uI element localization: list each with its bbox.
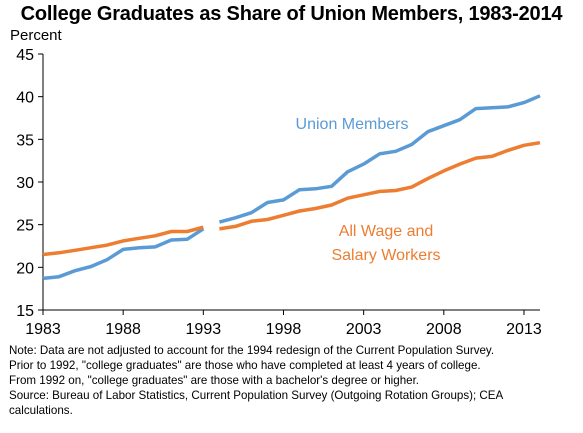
y-tick-label: 25 xyxy=(16,218,34,235)
source-line: calculations. xyxy=(9,404,73,417)
chart-title: College Graduates as Share of Union Memb… xyxy=(20,3,563,25)
y-tick-label: 30 xyxy=(16,175,34,192)
x-tick-label: 2013 xyxy=(506,321,542,338)
note-line: Note: Data are not adjusted to account f… xyxy=(9,344,495,357)
x-tick-label: 2003 xyxy=(346,321,382,338)
chart-series xyxy=(42,94,541,281)
source-line: Source: Bureau of Labor Statistics, Curr… xyxy=(9,389,504,402)
note-line: Prior to 1992, "college graduates" are t… xyxy=(9,359,481,372)
chart-axes: 15 20 25 30 35 40 45 1983 1988 1993 1998 2003 2008 20… xyxy=(16,47,542,338)
chart-annotations: Union Members All Wage and Salary Workers xyxy=(296,116,441,264)
y-tick-label: 35 xyxy=(16,132,34,149)
x-tick-label: 1998 xyxy=(266,321,302,338)
note-line: From 1992 on, "college graduates" are th… xyxy=(9,374,420,387)
x-tick-label: 2008 xyxy=(426,321,462,338)
x-tick-label: 1988 xyxy=(105,321,141,338)
y-tick-label: 20 xyxy=(16,260,34,277)
y-tick-label: 15 xyxy=(16,303,34,320)
y-tick-label: 45 xyxy=(16,47,34,64)
y-tick-label: 40 xyxy=(16,90,34,107)
chart-notes: Note: Data are not adjusted to account f… xyxy=(9,343,579,418)
series-line xyxy=(219,140,541,231)
series-annotation: All Wage and xyxy=(339,223,434,240)
series-annotation: Union Members xyxy=(296,116,409,133)
series-line xyxy=(42,225,204,257)
x-tick-label: 1983 xyxy=(25,321,61,338)
y-axis-label: Percent xyxy=(10,27,62,44)
series-annotation: Salary Workers xyxy=(331,247,440,264)
series-line xyxy=(218,94,541,224)
x-tick-label: 1993 xyxy=(186,321,222,338)
series-line xyxy=(42,227,205,281)
